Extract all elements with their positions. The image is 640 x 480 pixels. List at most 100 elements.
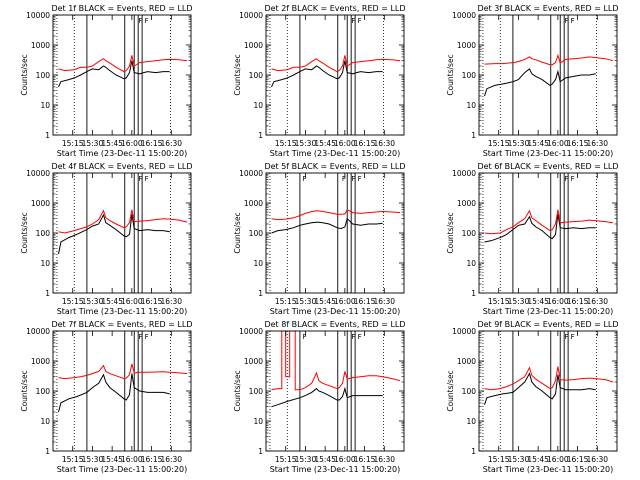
y-tick-label: 100 <box>462 387 477 396</box>
lld-series-line <box>484 209 614 235</box>
chart-title: Det 5f BLACK = Events, RED = LLD <box>264 162 405 171</box>
flag-label: F <box>138 333 142 341</box>
lld-series-line <box>271 209 401 221</box>
flag-label: F <box>145 17 149 25</box>
y-tick-label: 10000 <box>239 327 263 336</box>
y-tick-label: 100 <box>36 71 51 80</box>
y-tick-label: 10000 <box>452 11 476 20</box>
events-series-line <box>58 213 170 255</box>
events-series-line <box>484 214 596 243</box>
x-tick-label: 16:15 <box>141 455 163 464</box>
y-tick-label: 10000 <box>452 327 476 336</box>
x-tick-label: 15:45 <box>314 297 336 306</box>
x-tick-label: 15:30 <box>82 297 104 306</box>
flag-label: F <box>571 17 575 25</box>
chart-title: Det 9f BLACK = Events, RED = LLD <box>477 320 618 329</box>
x-tick-label: 15:45 <box>101 139 123 148</box>
lld-series-line <box>271 55 401 73</box>
y-tick-label: 1 <box>45 131 50 140</box>
y-tick-label: 10000 <box>452 169 476 178</box>
y-axis-label: Counts/sec <box>446 370 455 411</box>
y-axis-label: Counts/sec <box>446 212 455 253</box>
x-tick-label: 15:45 <box>314 139 336 148</box>
flag-label: F <box>571 333 575 341</box>
x-tick-label: 16:15 <box>567 139 589 148</box>
y-tick-label: 10 <box>466 417 476 426</box>
x-tick-label: 16:15 <box>567 455 589 464</box>
y-tick-label: 1 <box>258 131 263 140</box>
lld-series-line <box>484 366 614 391</box>
x-tick-label: 15:15 <box>275 455 297 464</box>
x-tick-label: 15:15 <box>275 139 297 148</box>
y-tick-label: 1000 <box>244 41 263 50</box>
y-tick-label: 10000 <box>26 327 50 336</box>
x-tick-label: 15:45 <box>101 455 123 464</box>
chart-title: Det 8f BLACK = Events, RED = LLD <box>264 320 405 329</box>
flag-label: F <box>358 17 362 25</box>
chart-panel-3: Det 3f BLACK = Events, RED = LLD F F 1 10 100… <box>446 4 619 158</box>
events-series-line <box>271 386 383 408</box>
flag-label: F <box>564 333 568 341</box>
events-series-line <box>58 373 170 413</box>
y-tick-label: 1 <box>258 447 263 456</box>
x-tick-label: 15:30 <box>508 297 530 306</box>
y-tick-label: 1 <box>471 447 476 456</box>
y-tick-label: 10 <box>466 101 476 110</box>
x-tick-label: 16:30 <box>373 297 395 306</box>
x-tick-label: 16:15 <box>354 297 376 306</box>
flag-label: F <box>342 175 346 183</box>
x-tick-label: 15:30 <box>295 297 317 306</box>
y-axis-label: Counts/sec <box>446 54 455 95</box>
y-axis-label: Counts/sec <box>20 370 29 411</box>
flag-label: F <box>564 17 568 25</box>
x-tick-label: 16:15 <box>354 455 376 464</box>
y-tick-label: 10 <box>253 417 263 426</box>
x-tick-label: 16:00 <box>121 297 143 306</box>
events-series-line <box>271 60 383 88</box>
events-series-line <box>58 60 170 88</box>
x-tick-label: 16:00 <box>547 297 569 306</box>
x-tick-label: 16:30 <box>373 455 395 464</box>
y-tick-label: 1000 <box>31 41 50 50</box>
x-tick-label: 16:30 <box>160 297 182 306</box>
chart-title: Det 2f BLACK = Events, RED = LLD <box>264 4 405 13</box>
x-tick-label: 16:15 <box>354 139 376 148</box>
y-tick-label: 10000 <box>26 11 50 20</box>
x-tick-label: 16:30 <box>586 297 608 306</box>
y-tick-label: 1000 <box>31 357 50 366</box>
y-tick-label: 10 <box>40 259 50 268</box>
y-tick-label: 1000 <box>244 357 263 366</box>
x-axis-label: Start Time (23-Dec-11 15:00:20) <box>483 307 614 316</box>
y-tick-label: 1000 <box>457 199 476 208</box>
events-series-line <box>484 372 596 405</box>
x-axis-label: Start Time (23-Dec-11 15:00:20) <box>57 465 188 474</box>
x-tick-label: 16:00 <box>334 455 356 464</box>
chart-panel-7: Det 7f BLACK = Events, RED = LLD F F 1 10 100… <box>20 320 193 474</box>
flag-label: F <box>302 175 306 183</box>
chart-title: Det 4f BLACK = Events, RED = LLD <box>51 162 192 171</box>
x-tick-label: 15:30 <box>295 455 317 464</box>
y-tick-label: 10 <box>253 259 263 268</box>
x-tick-label: 15:45 <box>314 455 336 464</box>
x-tick-label: 15:15 <box>488 455 510 464</box>
flag-label: F <box>351 17 355 25</box>
flag-label: F <box>138 17 142 25</box>
chart-title: Det 6f BLACK = Events, RED = LLD <box>477 162 618 171</box>
x-tick-label: 16:30 <box>586 455 608 464</box>
x-tick-label: 15:30 <box>508 139 530 148</box>
x-tick-label: 16:00 <box>121 139 143 148</box>
y-tick-label: 100 <box>462 229 477 238</box>
x-tick-label: 16:15 <box>141 297 163 306</box>
flag-label: F <box>145 175 149 183</box>
chart-title: Det 7f BLACK = Events, RED = LLD <box>51 320 192 329</box>
flag-label: F <box>351 333 355 341</box>
y-tick-label: 100 <box>249 387 264 396</box>
chart-panel-1: Det 1f BLACK = Events, RED = LLD F F 1 10 100… <box>20 4 193 158</box>
x-tick-label: 15:30 <box>508 455 530 464</box>
flag-label: F <box>564 175 568 183</box>
y-tick-label: 10 <box>466 259 476 268</box>
y-tick-label: 1000 <box>457 41 476 50</box>
chart-title: Det 3f BLACK = Events, RED = LLD <box>477 4 618 13</box>
lld-series-line <box>484 53 614 66</box>
